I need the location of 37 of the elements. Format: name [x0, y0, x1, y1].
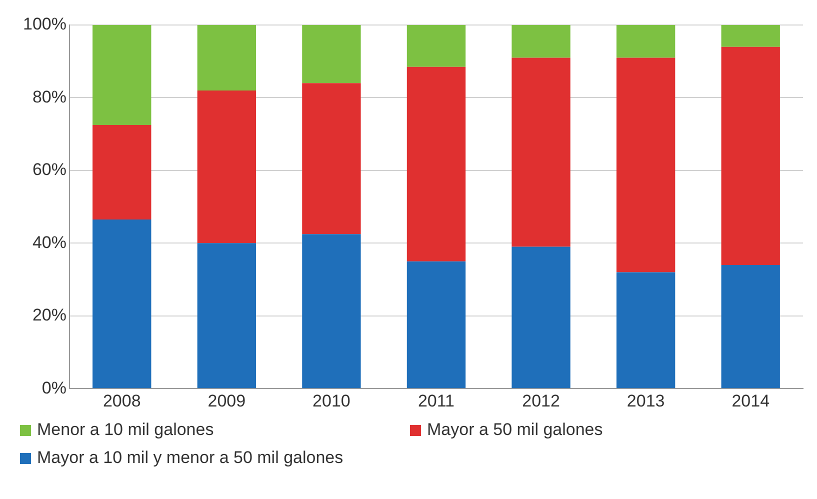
x-tick-label: 2009: [208, 391, 246, 410]
legend-label: Menor a 10 mil galones: [37, 420, 214, 440]
y-tick-label: 80%: [32, 87, 66, 106]
bar: [616, 25, 676, 58]
x-tick-label: 2010: [312, 391, 350, 410]
bar: [302, 234, 361, 388]
x-tick-label: 2014: [732, 391, 770, 410]
bar: [197, 243, 256, 388]
bar: [512, 25, 570, 58]
bar: [302, 25, 361, 84]
legend-label: Mayor a 10 mil y menor a 50 mil galones: [37, 448, 344, 468]
bar: [616, 58, 676, 272]
bar: [721, 46, 780, 265]
legend-label: Mayor a 50 mil galones: [427, 420, 603, 440]
bar: [616, 272, 676, 388]
bar: [92, 124, 152, 220]
bar: [197, 25, 256, 90]
bar: [512, 246, 570, 388]
bar: [197, 90, 256, 244]
x-tick-label: 2008: [102, 391, 141, 410]
y-tick-label: 20%: [32, 306, 66, 325]
y-tick-label: 40%: [32, 232, 66, 252]
x-tick-label: 2011: [418, 391, 455, 410]
bar: [406, 66, 466, 262]
x-tick-label: 2012: [522, 391, 560, 410]
x-tick-label: 2013: [626, 391, 665, 410]
bar: [721, 25, 780, 47]
y-tick-label: 100%: [22, 14, 66, 34]
bar: [406, 261, 466, 388]
bar: [512, 58, 570, 247]
bar: [92, 220, 152, 388]
bar: [721, 264, 780, 388]
bar: [406, 25, 466, 67]
y-tick-label: 0%: [42, 378, 66, 398]
y-tick-label: 60%: [32, 160, 66, 180]
bar: [302, 83, 361, 234]
bar: [92, 25, 152, 125]
